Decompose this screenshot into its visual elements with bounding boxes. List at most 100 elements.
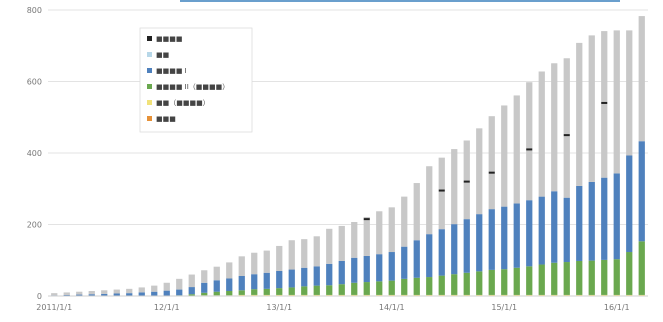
bar-segment xyxy=(476,271,483,295)
bar-segment xyxy=(326,294,333,296)
bar-segment xyxy=(351,282,358,295)
legend-swatch xyxy=(147,100,152,105)
bar-segment xyxy=(126,288,133,294)
bar-segment xyxy=(101,290,108,294)
bar-segment xyxy=(613,173,620,260)
bar-segment xyxy=(88,294,95,296)
bar-segment xyxy=(613,30,620,174)
bar-segment xyxy=(388,280,395,295)
bar-segment xyxy=(538,264,545,295)
bar-segment xyxy=(551,262,558,295)
bar-segment xyxy=(263,294,270,296)
bar-segment xyxy=(313,285,320,295)
bar-segment xyxy=(363,294,370,296)
bar-segment xyxy=(263,272,270,289)
bar-segment xyxy=(363,282,370,295)
bar-segment xyxy=(238,275,245,291)
y-tick-label: 200 xyxy=(27,221,42,230)
bar-segment xyxy=(576,260,583,295)
bar-segment xyxy=(363,255,370,283)
bar-segment xyxy=(201,282,208,293)
bar-segment xyxy=(626,30,633,156)
bar-segment xyxy=(288,287,295,295)
bar-segment xyxy=(326,228,333,264)
legend-swatch xyxy=(147,116,152,121)
bar-segment xyxy=(63,294,70,296)
legend-swatch xyxy=(147,84,152,89)
bar-segment xyxy=(126,293,133,296)
bar-segment xyxy=(338,260,345,285)
bar-segment xyxy=(413,294,420,296)
bar-segment xyxy=(551,63,558,192)
bar-segment xyxy=(613,294,620,296)
bar-segment xyxy=(463,294,470,296)
bar-segment xyxy=(301,294,308,296)
bar-segment xyxy=(313,266,320,286)
bar-segment xyxy=(301,239,308,268)
bar-segment xyxy=(576,185,583,261)
bar-segment xyxy=(463,140,470,220)
bar-segment xyxy=(576,294,583,296)
bar-segment xyxy=(276,288,283,295)
bar-segment xyxy=(563,262,570,295)
bar-segment xyxy=(201,292,208,296)
bar-segment xyxy=(638,16,645,142)
bar-segment xyxy=(488,209,495,270)
bar-segment xyxy=(263,250,270,273)
bar-segment xyxy=(351,221,358,258)
bar-segment xyxy=(626,155,633,253)
legend-entry-label: ■■■■ II（■■■■） xyxy=(156,83,229,91)
legend-swatch xyxy=(147,36,152,41)
bar-segment xyxy=(238,290,245,295)
bar-segment xyxy=(438,157,445,230)
bar-segment xyxy=(488,294,495,296)
bar-segment xyxy=(451,149,458,225)
bar-segment xyxy=(163,290,170,296)
x-tick-label: 2011/1/1 xyxy=(36,303,72,312)
bar-segment xyxy=(601,259,608,295)
bar-segment xyxy=(263,288,270,295)
y-tick-label: 0 xyxy=(37,292,42,301)
bar-segment xyxy=(101,293,108,296)
bar-segment xyxy=(413,183,420,241)
bar-segment xyxy=(251,294,258,296)
bar-segment xyxy=(338,284,345,295)
bars xyxy=(51,16,645,297)
bar-segment xyxy=(338,225,345,261)
bar-segment xyxy=(413,240,420,278)
bar-segment xyxy=(288,240,295,270)
bar-segment xyxy=(388,252,395,281)
bar-segment xyxy=(513,294,520,296)
bar-segment xyxy=(451,224,458,275)
bar-segment xyxy=(426,166,433,235)
legend-entry-label: ■■ xyxy=(156,51,169,59)
bar-segment xyxy=(176,278,183,290)
bar-segment xyxy=(388,294,395,296)
bar-segment xyxy=(213,280,220,292)
bar-segment xyxy=(213,291,220,296)
bar-segment xyxy=(638,294,645,296)
bar-segment xyxy=(626,252,633,295)
bar-segment xyxy=(388,207,395,253)
bar-segment xyxy=(488,269,495,295)
bar-segment xyxy=(113,289,120,294)
bar-segment xyxy=(76,294,83,296)
bar-segment xyxy=(463,219,470,273)
bar-segment xyxy=(138,292,145,296)
bar-segment xyxy=(113,293,120,296)
bar-segment xyxy=(426,234,433,278)
bar-segment xyxy=(513,203,520,268)
bar-segment xyxy=(638,141,645,242)
bar-segment xyxy=(513,267,520,295)
bar-segment xyxy=(226,278,233,291)
bar-segment xyxy=(426,294,433,296)
legend: ■■■■■■■■■■ I■■■■ II（■■■■）■■（■■■■）■■■ xyxy=(139,27,253,133)
axes: 0 200 400 600 800 2011/1/1 12/1/1 13/1/1 14/1/1 1… xyxy=(27,6,648,312)
bar-segment xyxy=(338,294,345,296)
bar-segment xyxy=(376,294,383,296)
markers xyxy=(363,101,608,221)
bar-segment xyxy=(501,269,508,295)
bar-segment xyxy=(188,274,195,288)
